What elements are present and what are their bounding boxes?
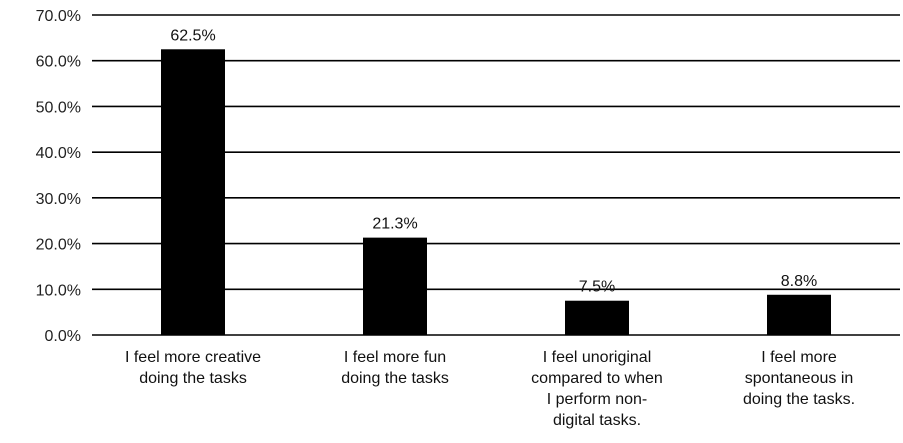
x-category-label-line: doing the tasks — [139, 370, 247, 387]
y-tick-label: 50.0% — [36, 99, 81, 116]
bar — [161, 49, 225, 336]
x-category-label: I feel more fun doing the tasks — [341, 349, 449, 387]
x-category-label: I feel unoriginal compared to when I perfo… — [531, 349, 663, 429]
y-tick-label: 60.0% — [36, 54, 81, 71]
data-label: 62.5% — [170, 27, 215, 44]
x-category-label-line: I feel more — [761, 349, 837, 366]
x-category-label-line: digital tasks. — [553, 412, 641, 429]
x-category-label-line: I feel unoriginal — [543, 349, 652, 366]
x-category-label-line: I feel more creative — [125, 349, 261, 366]
x-category-label-line: I feel more fun — [344, 349, 446, 366]
bar — [565, 300, 629, 335]
bars — [161, 49, 831, 336]
y-tick-label: 10.0% — [36, 282, 81, 299]
x-category-label-line: spontaneous in — [745, 370, 854, 387]
x-category-label-line: I perform non- — [547, 391, 647, 408]
y-tick-label: 0.0% — [45, 328, 81, 345]
y-tick-label: 70.0% — [36, 8, 81, 25]
bar — [767, 294, 831, 335]
y-tick-label: 20.0% — [36, 237, 81, 254]
x-category-label: I feel more spontaneous in doing the tasks… — [743, 349, 855, 408]
x-category-label: I feel more creative doing the tasks — [125, 349, 261, 387]
data-label: 7.5% — [579, 279, 615, 296]
x-category-label-line: doing the tasks. — [743, 391, 855, 408]
x-category-label-line: compared to when — [531, 370, 663, 387]
x-category-label-line: doing the tasks — [341, 370, 449, 387]
bar — [363, 237, 427, 335]
y-tick-label: 40.0% — [36, 145, 81, 162]
data-label: 21.3% — [372, 216, 417, 233]
gridlines — [92, 14, 900, 336]
y-axis: 0.0% 10.0% 20.0% 30.0% 40.0% 50.0% 60.0% 70.0% — [36, 8, 81, 345]
data-label: 8.8% — [781, 273, 817, 290]
data-labels: 62.5% 21.3% 7.5% 8.8% — [170, 27, 817, 295]
y-tick-label: 30.0% — [36, 191, 81, 208]
